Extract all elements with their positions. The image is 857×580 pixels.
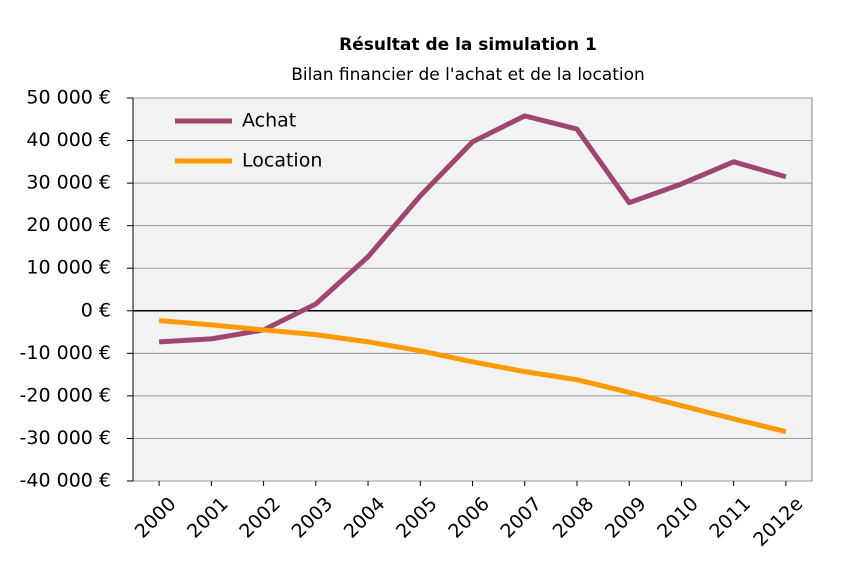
plot-area xyxy=(132,97,813,482)
chart-title: Résultat de la simulation 1 xyxy=(339,35,597,55)
x-tick-label: 2007 xyxy=(496,493,546,543)
legend-label: Location xyxy=(242,150,322,172)
series-line xyxy=(158,318,787,435)
x-tick-label: 2012e xyxy=(749,493,807,551)
x-tick-label: 2000 xyxy=(131,493,181,543)
y-tick-label: -40 000 € xyxy=(20,470,111,492)
x-tick-label: 2005 xyxy=(392,493,442,543)
y-tick-label: 30 000 € xyxy=(26,172,111,194)
y-tick-label: 10 000 € xyxy=(26,257,111,279)
y-tick-label: -10 000 € xyxy=(20,342,111,364)
x-tick-label: 2009 xyxy=(601,493,651,543)
y-tick-label: 50 000 € xyxy=(26,87,111,109)
x-tick-label: 2001 xyxy=(183,493,233,543)
x-tick-label: 2010 xyxy=(653,493,703,543)
y-tick-label: -30 000 € xyxy=(20,427,111,449)
x-tick-label: 2011 xyxy=(705,493,755,543)
y-tick-label: 0 € xyxy=(81,299,111,321)
legend-label: Achat xyxy=(242,110,296,132)
x-tick-label: 2006 xyxy=(444,493,494,543)
x-tick-label: 2004 xyxy=(340,493,390,543)
y-tick-label: 40 000 € xyxy=(26,129,111,151)
y-tick-label: -20 000 € xyxy=(20,384,111,406)
x-tick-label: 2002 xyxy=(235,493,285,543)
x-tick-label: 2003 xyxy=(287,493,337,543)
x-tick-label: 2008 xyxy=(549,493,599,543)
chart-subtitle: Bilan financier de l'achat et de la loca… xyxy=(291,65,645,85)
y-tick-label: 20 000 € xyxy=(26,214,111,236)
